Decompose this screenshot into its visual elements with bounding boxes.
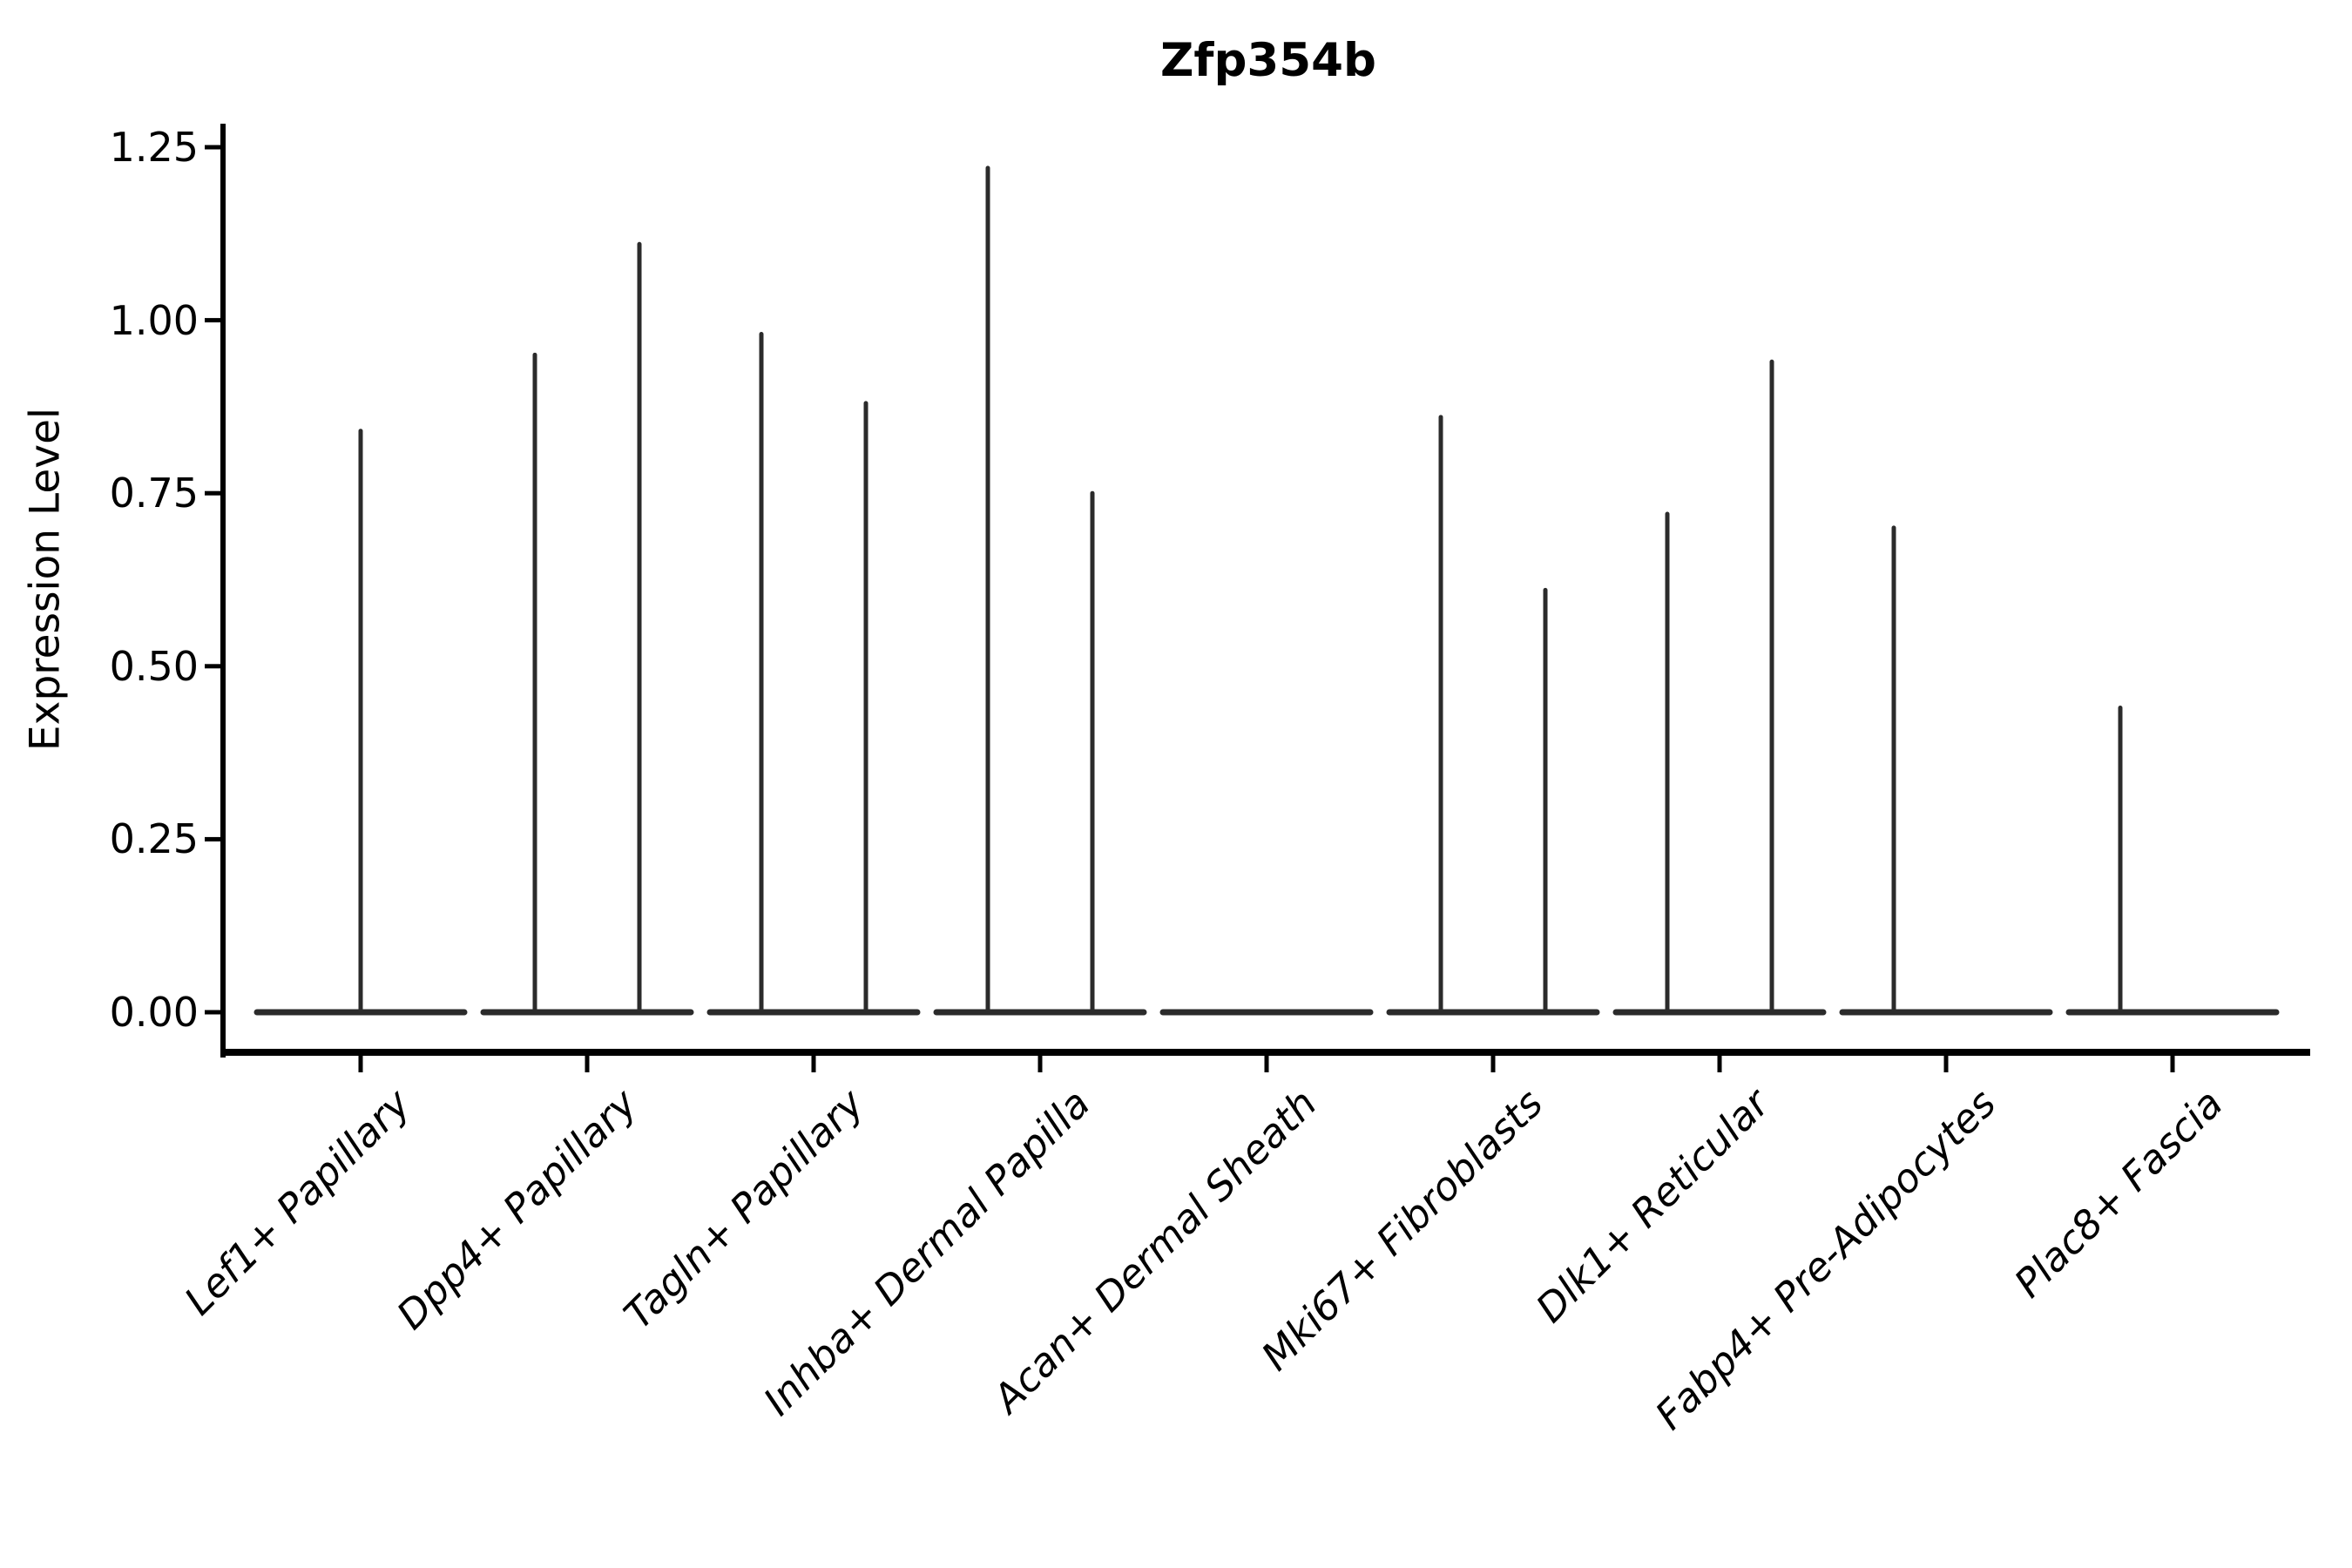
bottom-spine: [220, 1049, 2310, 1056]
y-tick-label: 0.25: [109, 815, 199, 863]
x-tick: [1037, 1056, 1043, 1072]
x-tick: [1717, 1056, 1722, 1072]
y-tick: [205, 318, 220, 323]
y-tick: [205, 145, 220, 150]
x-tick: [1264, 1056, 1269, 1072]
y-tick-label: 1.00: [109, 296, 199, 344]
x-tick: [358, 1056, 363, 1072]
y-tick: [205, 1010, 220, 1015]
y-tick-label: 0.50: [109, 642, 199, 690]
y-tick-label: 0.00: [109, 989, 199, 1036]
x-tick: [1490, 1056, 1496, 1072]
y-tick: [205, 836, 220, 841]
y-tick-label: 0.75: [109, 470, 199, 517]
y-tick: [205, 490, 220, 496]
x-tick: [1943, 1056, 1949, 1072]
y-tick: [205, 664, 220, 669]
left-spine: [220, 124, 226, 1058]
x-tick: [585, 1056, 590, 1072]
x-tick: [811, 1056, 816, 1072]
y-axis-label: Expression Level: [21, 407, 70, 752]
y-tick-label: 1.25: [109, 124, 199, 171]
x-tick: [2170, 1056, 2175, 1072]
chart-title: Zfp354b: [1160, 34, 1376, 87]
